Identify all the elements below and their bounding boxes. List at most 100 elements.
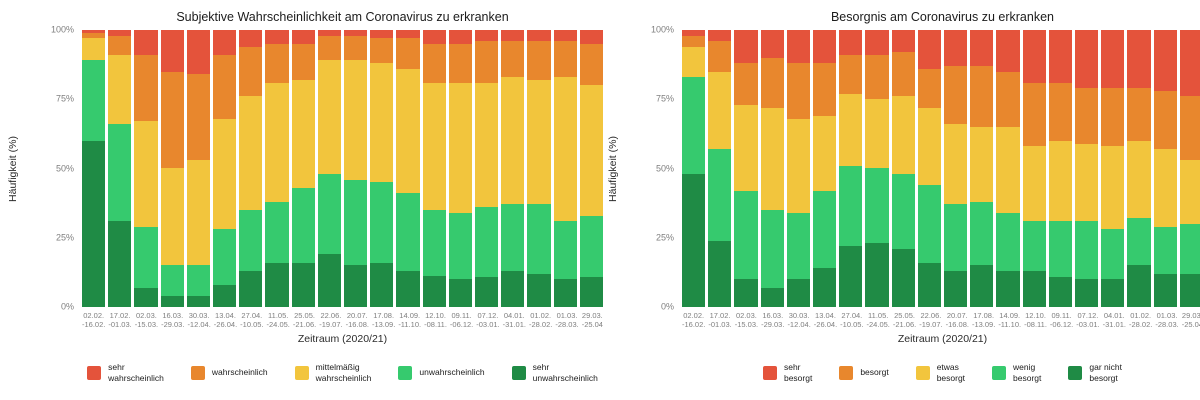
bar-segment[interactable] — [160, 265, 184, 296]
bar-segment[interactable] — [553, 30, 577, 42]
bar-segment[interactable] — [1179, 223, 1200, 274]
bar-segment[interactable] — [422, 30, 446, 44]
bar-segment[interactable] — [82, 140, 106, 307]
bar-segment[interactable] — [396, 30, 420, 39]
stacked-bar[interactable] — [213, 30, 237, 307]
legend-item[interactable]: wenig besorgt — [992, 362, 1041, 383]
bar-segment[interactable] — [786, 212, 811, 280]
stacked-bar[interactable] — [501, 30, 525, 307]
bar-segment[interactable] — [760, 107, 784, 211]
bar-segment[interactable] — [579, 276, 604, 307]
bar-segment[interactable] — [891, 248, 915, 307]
bar-segment[interactable] — [891, 96, 915, 175]
bar-segment[interactable] — [734, 279, 758, 307]
bar-segment[interactable] — [186, 74, 211, 161]
bar-segment[interactable] — [813, 30, 837, 64]
bar-segment[interactable] — [448, 82, 473, 213]
bar-segment[interactable] — [291, 43, 315, 80]
bar-segment[interactable] — [82, 30, 106, 33]
bar-segment[interactable] — [1127, 140, 1151, 219]
bar-segment[interactable] — [422, 43, 446, 83]
bar-segment[interactable] — [265, 43, 289, 83]
bar-segment[interactable] — [1127, 265, 1151, 307]
legend-item[interactable]: sehr wahrscheinlich — [87, 362, 164, 383]
stacked-bar[interactable] — [839, 30, 863, 307]
bar-segment[interactable] — [734, 104, 758, 191]
bar-segment[interactable] — [291, 187, 315, 263]
stacked-bar[interactable] — [422, 30, 446, 307]
bar-segment[interactable] — [682, 30, 706, 36]
stacked-bar[interactable] — [891, 30, 915, 307]
bar-segment[interactable] — [186, 265, 211, 296]
stacked-bar[interactable] — [865, 30, 889, 307]
stacked-bar[interactable] — [370, 30, 394, 307]
bar-segment[interactable] — [1127, 88, 1151, 141]
bar-segment[interactable] — [344, 60, 368, 180]
bar-segment[interactable] — [265, 30, 289, 44]
bar-segment[interactable] — [944, 204, 968, 271]
bar-segment[interactable] — [108, 221, 132, 307]
bar-segment[interactable] — [708, 41, 732, 72]
bar-segment[interactable] — [108, 124, 132, 222]
bar-segment[interactable] — [760, 210, 784, 288]
stacked-bar[interactable] — [344, 30, 368, 307]
bar-segment[interactable] — [917, 30, 942, 69]
bar-segment[interactable] — [1153, 30, 1177, 91]
bar-segment[interactable] — [344, 265, 368, 307]
bar-segment[interactable] — [134, 287, 158, 307]
bar-segment[interactable] — [786, 279, 811, 307]
bar-segment[interactable] — [1075, 88, 1099, 144]
legend-item[interactable]: mittelmäßig wahrscheinlich — [294, 362, 371, 383]
bar-segment[interactable] — [291, 262, 315, 307]
bar-segment[interactable] — [1022, 221, 1046, 271]
bar-segment[interactable] — [475, 41, 499, 83]
bar-segment[interactable] — [708, 30, 732, 42]
bar-segment[interactable] — [82, 38, 106, 61]
bar-segment[interactable] — [501, 204, 525, 271]
bar-segment[interactable] — [1101, 88, 1125, 147]
legend-item[interactable]: wahrscheinlich — [190, 365, 268, 380]
stacked-bar[interactable] — [1127, 30, 1151, 307]
bar-segment[interactable] — [475, 276, 499, 307]
bar-segment[interactable] — [213, 229, 237, 285]
bar-segment[interactable] — [1179, 96, 1200, 161]
legend-item[interactable]: sehr unwahrscheinlich — [511, 362, 598, 383]
bar-segment[interactable] — [1179, 273, 1200, 307]
stacked-bar[interactable] — [1153, 30, 1177, 307]
bar-segment[interactable] — [317, 174, 342, 255]
bar-segment[interactable] — [160, 295, 184, 307]
bar-segment[interactable] — [1022, 146, 1046, 222]
bar-segment[interactable] — [579, 215, 604, 277]
bar-segment[interactable] — [1101, 229, 1125, 280]
bar-segment[interactable] — [944, 30, 968, 66]
bar-segment[interactable] — [708, 71, 732, 150]
bar-segment[interactable] — [396, 193, 420, 271]
bar-segment[interactable] — [317, 254, 342, 307]
bar-segment[interactable] — [134, 226, 158, 288]
bar-segment[interactable] — [317, 60, 342, 175]
bar-segment[interactable] — [501, 41, 525, 78]
bar-segment[interactable] — [1153, 226, 1177, 274]
bar-segment[interactable] — [682, 77, 706, 175]
bar-segment[interactable] — [1101, 279, 1125, 307]
bar-segment[interactable] — [813, 115, 837, 191]
bar-segment[interactable] — [865, 243, 889, 307]
stacked-bar[interactable] — [944, 30, 968, 307]
bar-segment[interactable] — [708, 149, 732, 241]
bar-segment[interactable] — [422, 276, 446, 307]
bar-segment[interactable] — [553, 279, 577, 307]
bar-segment[interactable] — [527, 30, 551, 42]
legend-item[interactable]: unwahrscheinlich — [398, 365, 485, 380]
bar-segment[interactable] — [422, 210, 446, 277]
legend-item[interactable]: sehr besorgt — [762, 362, 812, 383]
bar-segment[interactable] — [186, 160, 211, 266]
bar-segment[interactable] — [291, 30, 315, 44]
bar-segment[interactable] — [265, 262, 289, 307]
bar-segment[interactable] — [996, 270, 1020, 307]
bar-segment[interactable] — [82, 32, 106, 39]
bar-segment[interactable] — [108, 54, 132, 125]
bar-segment[interactable] — [239, 210, 263, 271]
stacked-bar[interactable] — [553, 30, 577, 307]
stacked-bar[interactable] — [82, 30, 106, 307]
bar-segment[interactable] — [134, 30, 158, 55]
